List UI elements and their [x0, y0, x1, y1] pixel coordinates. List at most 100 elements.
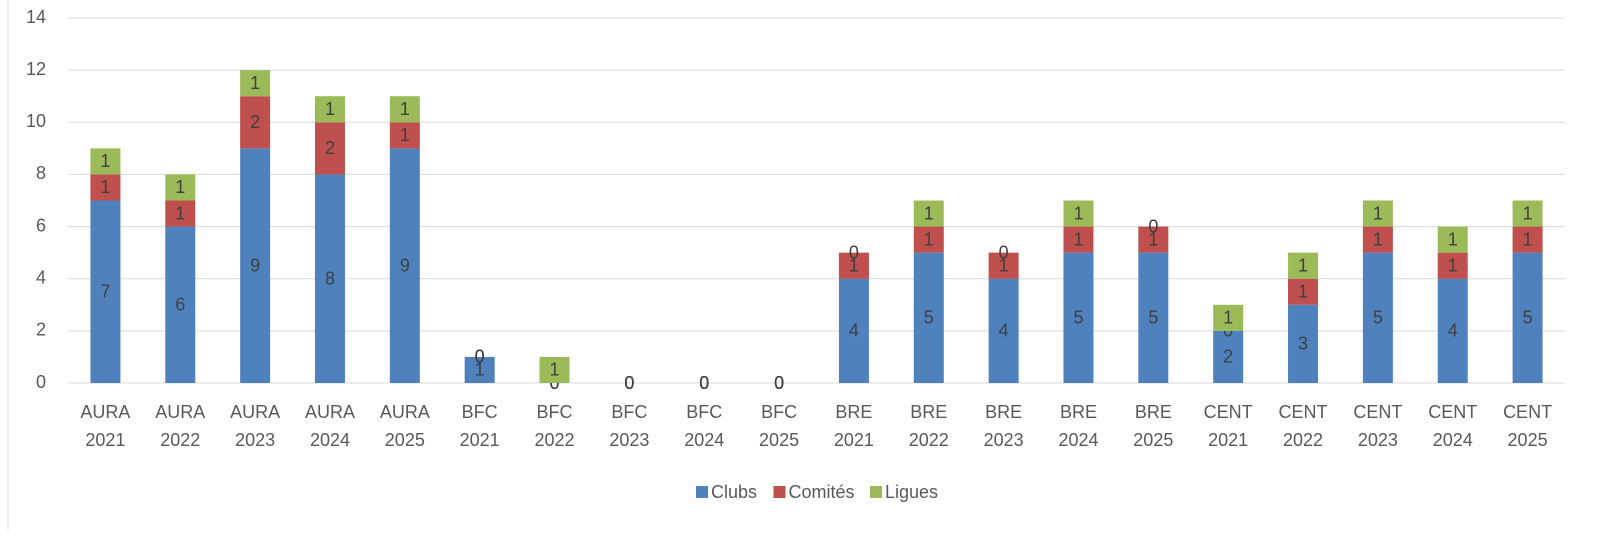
value-label: 1 [1523, 229, 1533, 249]
x-tick-line: AURA [305, 402, 355, 422]
bar-segment [314, 174, 345, 383]
value-label: 0 [624, 373, 634, 393]
bar-segment [1362, 226, 1393, 253]
x-tick-line: 2023 [609, 430, 649, 450]
bar-segment [838, 252, 869, 279]
x-tick-line: 2021 [834, 430, 874, 450]
value-label: 1 [1373, 229, 1383, 249]
x-tick-line: 2022 [160, 430, 200, 450]
value-label: 0 [699, 373, 709, 393]
x-tick-line: BFC [462, 402, 498, 422]
bar-segment [90, 174, 121, 201]
value-label: 1 [1448, 255, 1458, 275]
y-tick-label: 0 [36, 372, 46, 392]
value-label: 1 [250, 73, 260, 93]
x-tick-label: AURA 2024 [305, 402, 355, 450]
x-tick-line: 2024 [1433, 430, 1473, 450]
x-tick-line: CENT [1503, 402, 1552, 422]
bar-segment [988, 252, 1019, 279]
value-label: 1 [1523, 203, 1533, 223]
x-tick-line: BFC [686, 402, 722, 422]
x-tick-line: 2022 [535, 430, 575, 450]
x-tick-label: AURA 2021 [80, 402, 130, 450]
value-label: 1 [1373, 203, 1383, 223]
x-tick-label: CENT 2023 [1353, 402, 1402, 450]
value-label: 4 [999, 321, 1009, 341]
bar-segment [913, 226, 944, 253]
value-label: 1 [100, 177, 110, 197]
x-tick-line: 2022 [1283, 430, 1323, 450]
value-label: 0 [475, 347, 485, 367]
bar-segment [838, 278, 869, 383]
x-tick-label: AURA 2025 [380, 402, 430, 450]
bar-segment [988, 278, 1019, 383]
x-tick-line: 2023 [235, 430, 275, 450]
value-label: 8 [325, 268, 335, 288]
legend-label: Clubs [711, 482, 757, 502]
value-label: 5 [1373, 308, 1383, 328]
bar-segment [389, 122, 420, 149]
value-label: 1 [1073, 203, 1083, 223]
value-label: 4 [1448, 321, 1458, 341]
bar-segment [165, 200, 196, 227]
x-tick-line: CENT [1428, 402, 1477, 422]
x-tick-label: CENT 2021 [1204, 402, 1253, 450]
value-label: 2 [325, 138, 335, 158]
x-tick-line: BFC [611, 402, 647, 422]
x-tick-label: BFC 2021 [460, 402, 500, 450]
x-tick-line: 2021 [460, 430, 500, 450]
x-tick-line: BRE [835, 402, 872, 422]
bar-segment [539, 356, 570, 383]
value-label: 9 [400, 255, 410, 275]
legend-swatch [773, 486, 786, 498]
legend-label: Comités [789, 482, 855, 502]
bar-segment [389, 148, 420, 383]
bar-segment [240, 148, 271, 383]
value-label: 1 [849, 255, 859, 275]
value-label: 1 [1148, 229, 1158, 249]
x-tick-line: 2025 [385, 430, 425, 450]
value-label: 5 [1148, 308, 1158, 328]
y-tick-label: 6 [36, 215, 46, 235]
bar-segment [389, 96, 420, 123]
bar-segment [1138, 252, 1169, 383]
bar-segment [1063, 200, 1094, 227]
value-label: 3 [1298, 334, 1308, 354]
value-label: 6 [175, 295, 185, 315]
value-label: 0 [624, 373, 634, 393]
bar-segment [1437, 252, 1468, 279]
x-tick-line: CENT [1204, 402, 1253, 422]
x-tick-line: 2024 [684, 430, 724, 450]
value-label: 0 [699, 373, 709, 393]
x-tick-line: BRE [985, 402, 1022, 422]
bar-segment [1512, 226, 1543, 253]
value-label: 0 [849, 242, 859, 262]
x-tick-line: BRE [1135, 402, 1172, 422]
bar-segment [913, 252, 944, 383]
bar-segment [90, 148, 121, 175]
value-label: 1 [175, 203, 185, 223]
x-tick-label: BRE 2022 [909, 402, 949, 450]
bar-segment [913, 200, 944, 227]
x-tick-line: AURA [155, 402, 205, 422]
value-label: 0 [774, 373, 784, 393]
x-tick-line: CENT [1353, 402, 1402, 422]
value-label: 0 [699, 373, 709, 393]
x-tick-label: BFC 2022 [535, 402, 575, 450]
value-label: 5 [1073, 308, 1083, 328]
y-tick-label: 4 [36, 267, 46, 287]
bar-segment [1437, 278, 1468, 383]
legend-swatch [696, 486, 708, 498]
x-tick-line: BFC [761, 402, 797, 422]
value-label: 0 [774, 373, 784, 393]
bar-segment [1288, 252, 1319, 279]
x-tick-line: 2025 [1133, 430, 1173, 450]
value-label: 9 [250, 255, 260, 275]
bar-segment [1362, 200, 1393, 227]
x-tick-line: CENT [1279, 402, 1328, 422]
bar-segment [1288, 304, 1319, 383]
x-tick-label: BRE 2025 [1133, 402, 1173, 450]
bar-segment [1362, 252, 1393, 383]
x-tick-line: AURA [80, 402, 130, 422]
